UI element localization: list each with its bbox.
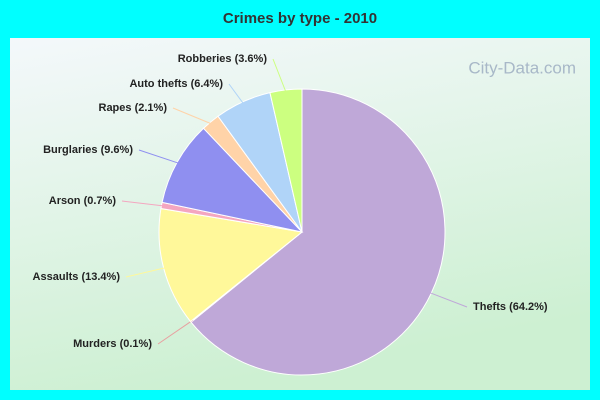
slice-name: Thefts xyxy=(473,301,506,313)
leader-line xyxy=(121,200,165,207)
slice-value-label: (64.2%) xyxy=(509,301,548,313)
slice-name: Murders xyxy=(73,338,116,350)
slice-name: Rapes xyxy=(99,102,132,114)
pie-slice xyxy=(161,127,304,233)
slice-value-label: (0.1%) xyxy=(120,338,153,350)
slice-label: Robberies (3.6%) xyxy=(178,53,268,65)
slice-name: Auto thefts xyxy=(129,78,187,90)
slice-name: Burglaries xyxy=(43,144,97,156)
slice-value-label: (3.6%) xyxy=(235,53,268,65)
leader-line xyxy=(272,58,287,93)
slice-label: Assaults (13.4%) xyxy=(33,271,121,283)
slice-value-label: (0.7%) xyxy=(84,195,117,207)
watermark: City-Data.com xyxy=(468,58,576,77)
slice-label: Thefts (64.2%) xyxy=(473,301,548,313)
slice-label: Rapes (2.1%) xyxy=(99,102,168,114)
slice-value-label: (9.6%) xyxy=(101,144,134,156)
slice-value-label: (6.4%) xyxy=(191,78,224,90)
slice-name: Robberies xyxy=(178,53,232,65)
slice-name: Arson xyxy=(49,195,81,207)
slice-label: Burglaries (9.6%) xyxy=(43,144,133,156)
slice-label: Arson (0.7%) xyxy=(49,195,117,207)
leader-line xyxy=(138,149,180,165)
leader-line xyxy=(428,291,468,308)
leader-line xyxy=(172,107,213,125)
slice-label: Auto thefts (6.4%) xyxy=(129,78,223,90)
pie-slice xyxy=(269,88,303,233)
leader-line xyxy=(228,83,245,105)
slice-label: Murders (0.1%) xyxy=(73,338,152,350)
slice-value-label: (2.1%) xyxy=(135,102,168,114)
leader-line xyxy=(125,266,167,278)
chart-title: Crimes by type - 2010 xyxy=(223,10,377,27)
slice-name: Assaults xyxy=(33,271,79,283)
leader-line xyxy=(157,319,194,345)
slice-value-label: (13.4%) xyxy=(81,271,120,283)
